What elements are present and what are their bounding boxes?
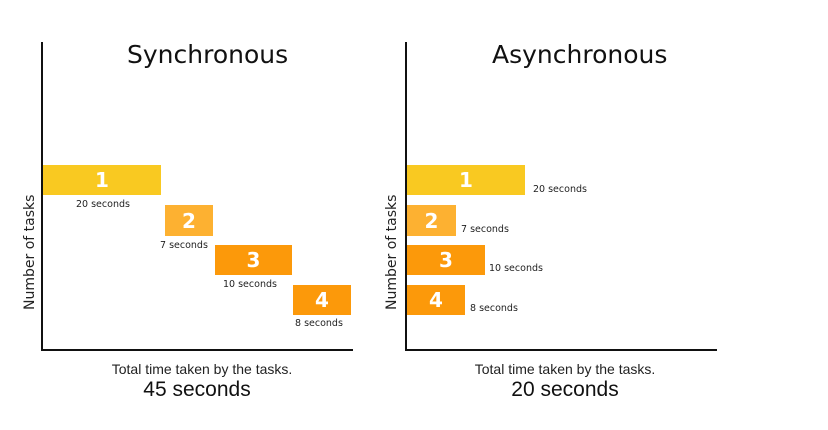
sync-task-caption-2: 7 seconds	[160, 240, 208, 251]
sync-task-bar-2: 2	[165, 205, 213, 236]
async-task-bar-4: 4	[407, 285, 465, 315]
async-task-caption-1: 20 seconds	[533, 184, 587, 195]
sync-task-bar-3: 3	[215, 245, 292, 275]
sync-x-axis	[41, 349, 353, 351]
async-footer-total: 20 seconds	[511, 378, 619, 401]
async-footer-label: Total time taken by the tasks.	[474, 361, 656, 377]
async-task-caption-4: 8 seconds	[470, 303, 518, 314]
async-task-caption-2: 7 seconds	[461, 224, 509, 235]
sync-task-bar-1: 1	[43, 165, 161, 195]
async-task-caption-3: 10 seconds	[489, 263, 543, 274]
async-task-bar-1: 1	[407, 165, 525, 195]
sync-task-caption-4: 8 seconds	[295, 318, 343, 329]
async-task-bar-3: 3	[407, 245, 485, 275]
sync-footer-label: Total time taken by the tasks.	[111, 361, 293, 377]
sync-title: Synchronous	[127, 40, 289, 69]
async-x-axis	[405, 349, 717, 351]
async-task-bar-2: 2	[407, 205, 456, 236]
async-title: Asynchronous	[492, 40, 668, 69]
sync-task-caption-3: 10 seconds	[223, 279, 277, 290]
async-y-label: Number of tasks	[384, 194, 400, 310]
sync-y-label: Number of tasks	[22, 194, 38, 310]
sync-footer-total: 45 seconds	[143, 378, 251, 401]
sync-task-caption-1: 20 seconds	[76, 199, 130, 210]
sync-y-axis	[41, 42, 43, 351]
async-y-axis	[405, 42, 407, 351]
sync-task-bar-4: 4	[293, 285, 351, 315]
